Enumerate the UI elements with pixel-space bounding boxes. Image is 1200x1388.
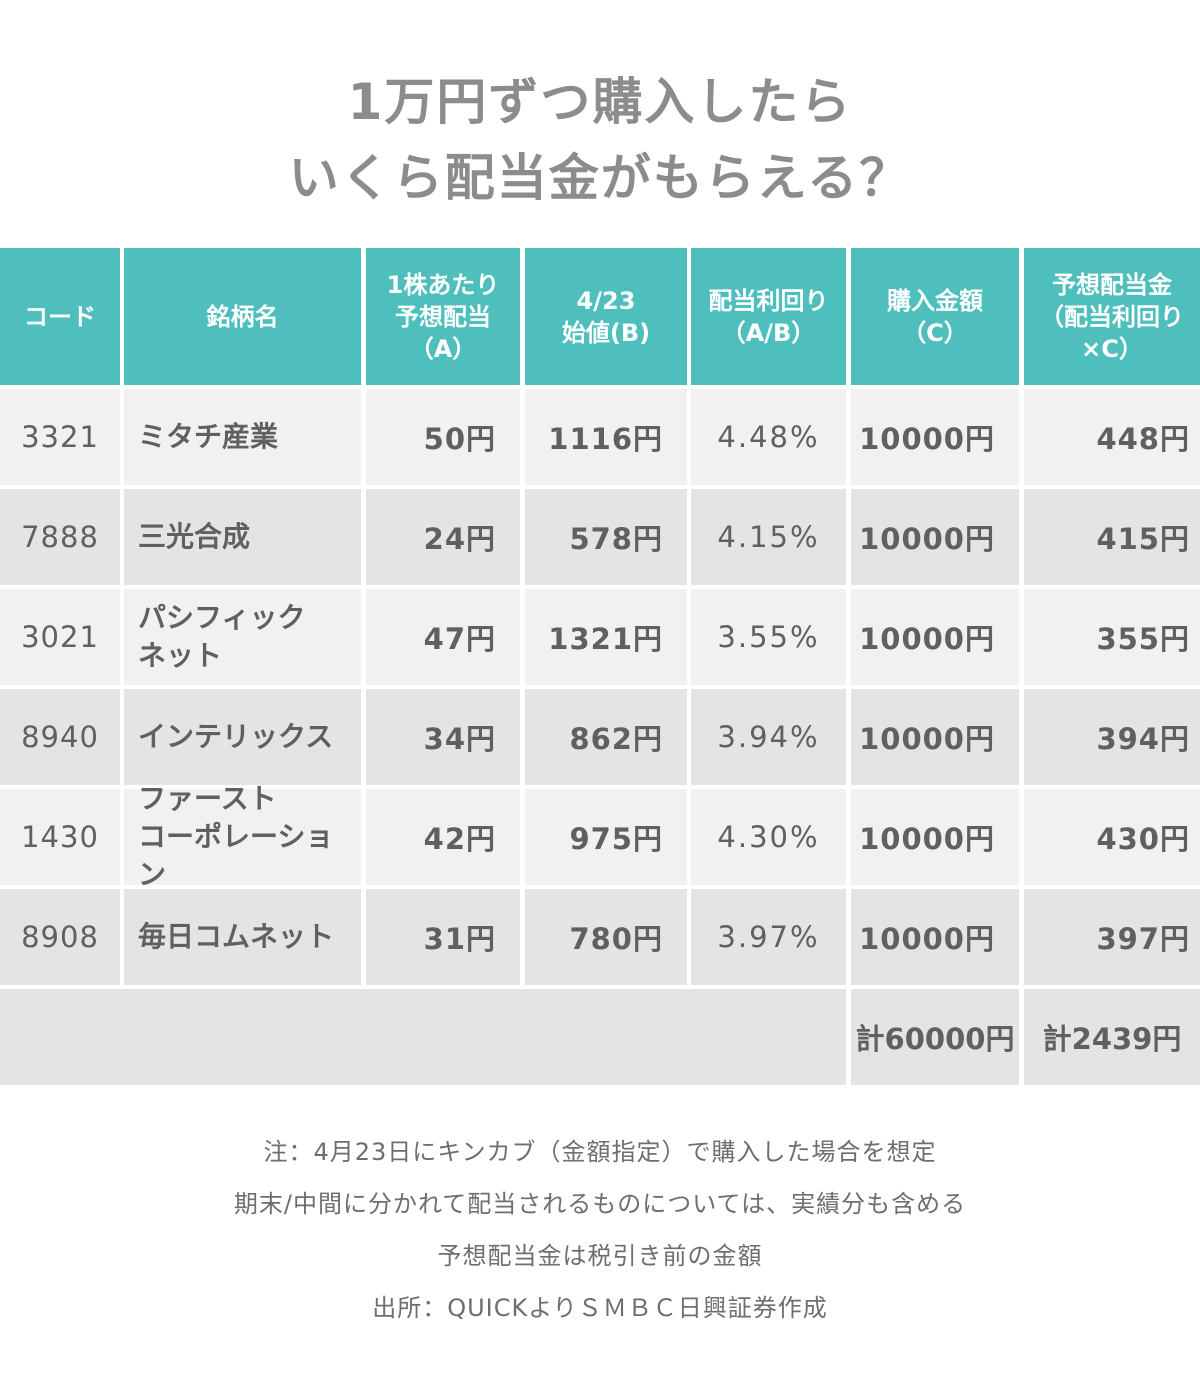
cell-name: 毎日コムネット — [124, 889, 361, 985]
cell-code: 7888 — [0, 489, 120, 585]
cell-open-price: 1116円 — [525, 389, 687, 485]
cell-name: 三光合成 — [124, 489, 361, 585]
header-dividend-per-share: 1株あたり 予想配当 （A） — [366, 248, 520, 385]
cell-open-price: 1321円 — [525, 589, 687, 685]
cell-open-price: 975円 — [525, 789, 687, 885]
cell-expected-dividend: 415円 — [1024, 489, 1200, 585]
cell-name: ファースト コーポレーション — [124, 782, 361, 891]
total-dividend: 計2439円 — [1024, 989, 1200, 1085]
cell-expected-dividend: 448円 — [1024, 389, 1200, 485]
header-name: 銘柄名 — [124, 248, 361, 385]
table-header-row: コード 銘柄名 1株あたり 予想配当 （A） 4/23 始値(B) 配当利回り … — [0, 248, 1200, 385]
cell-open-price: 862円 — [525, 689, 687, 785]
cell-dividend-per-share: 24円 — [366, 489, 520, 585]
cell-dividend-per-share: 31円 — [366, 889, 520, 985]
table-row: 1430 ファースト コーポレーション 42円 975円 4.30% 10000円 430円 — [0, 782, 1200, 891]
cell-code: 1430 — [0, 789, 120, 885]
header-expected-dividend: 予想配当金 （配当利回り ×C） — [1024, 248, 1200, 385]
cell-code: 8940 — [0, 689, 120, 785]
cell-expected-dividend: 394円 — [1024, 689, 1200, 785]
cell-name: インテリックス — [124, 689, 361, 785]
table-row: 8940 インテリックス 34円 862円 3.94% 10000円 394円 — [0, 689, 1200, 785]
note-line: 注：4月23日にキンカブ（金額指定）で購入した場合を想定 — [263, 1138, 937, 1166]
cell-dividend-per-share: 42円 — [366, 789, 520, 885]
footnotes: 注：4月23日にキンカブ（金額指定）で購入した場合を想定 期末/中間に分かれて配… — [0, 1126, 1200, 1334]
title-line-2: いくら配当金がもらえる？ — [288, 149, 912, 207]
cell-yield: 4.30% — [691, 789, 846, 885]
header-yield: 配当利回り （A/B） — [691, 248, 846, 385]
cell-code: 3321 — [0, 389, 120, 485]
totals-blank — [0, 989, 846, 1085]
table-row: 8908 毎日コムネット 31円 780円 3.97% 10000円 397円 — [0, 889, 1200, 985]
cell-open-price: 578円 — [525, 489, 687, 585]
table-row: 3321 ミタチ産業 50円 1116円 4.48% 10000円 448円 — [0, 389, 1200, 485]
cell-expected-dividend: 355円 — [1024, 589, 1200, 685]
cell-name: ミタチ産業 — [124, 389, 361, 485]
cell-purchase-amount: 10000円 — [851, 889, 1019, 985]
header-code: コード — [0, 248, 120, 385]
cell-yield: 3.94% — [691, 689, 846, 785]
cell-code: 3021 — [0, 589, 120, 685]
note-line: 出所：QUICKよりＳＭＢＣ日興証券作成 — [372, 1294, 828, 1322]
cell-purchase-amount: 10000円 — [851, 489, 1019, 585]
header-open-price: 4/23 始値(B) — [525, 248, 687, 385]
cell-open-price: 780円 — [525, 889, 687, 985]
page-title: 1万円ずつ購入したら いくら配当金がもらえる？ — [0, 64, 1200, 216]
cell-purchase-amount: 10000円 — [851, 689, 1019, 785]
cell-dividend-per-share: 50円 — [366, 389, 520, 485]
totals-row: 計60000円 計2439円 — [0, 989, 1200, 1085]
table-row: 3021 パシフィック ネット 47円 1321円 3.55% 10000円 355円 — [0, 589, 1200, 685]
total-purchase: 計60000円 — [851, 989, 1019, 1085]
table-row: 7888 三光合成 24円 578円 4.15% 10000円 415円 — [0, 489, 1200, 585]
note-line: 期末/中間に分かれて配当されるものについては、実績分も含める — [233, 1190, 967, 1218]
cell-code: 8908 — [0, 889, 120, 985]
cell-expected-dividend: 430円 — [1024, 789, 1200, 885]
note-line: 予想配当金は税引き前の金額 — [437, 1242, 763, 1270]
cell-yield: 3.55% — [691, 589, 846, 685]
cell-expected-dividend: 397円 — [1024, 889, 1200, 985]
title-line-1: 1万円ずつ購入したら — [347, 73, 853, 131]
cell-yield: 3.97% — [691, 889, 846, 985]
cell-yield: 4.15% — [691, 489, 846, 585]
cell-dividend-per-share: 34円 — [366, 689, 520, 785]
cell-yield: 4.48% — [691, 389, 846, 485]
cell-dividend-per-share: 47円 — [366, 589, 520, 685]
header-purchase-amount: 購入金額 （C） — [851, 248, 1019, 385]
cell-name: パシフィック ネット — [124, 589, 361, 685]
cell-purchase-amount: 10000円 — [851, 389, 1019, 485]
cell-purchase-amount: 10000円 — [851, 789, 1019, 885]
cell-purchase-amount: 10000円 — [851, 589, 1019, 685]
